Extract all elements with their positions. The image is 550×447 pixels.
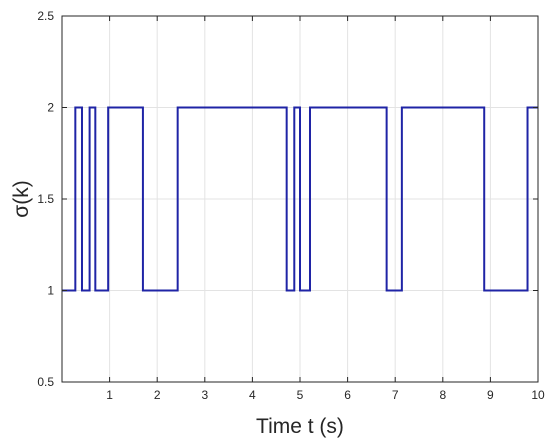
x-tick-label: 2 — [154, 388, 161, 402]
x-ticks: 1 2 3 4 5 6 7 8 9 10 — [106, 16, 545, 402]
x-tick-label: 9 — [487, 388, 494, 402]
sigma-series-line — [62, 106, 538, 292]
y-tick-label: 0.5 — [37, 375, 54, 389]
y-tick-label: 1 — [47, 284, 54, 298]
y-tick-label: 2.5 — [37, 9, 54, 23]
x-axis-label: Time t (s) — [256, 415, 344, 438]
y-ticks: 0.5 1 1.5 2 2.5 — [37, 9, 538, 389]
x-tick-label: 8 — [439, 388, 446, 402]
y-tick-label: 1.5 — [37, 192, 54, 206]
x-tick-label: 10 — [531, 388, 545, 402]
y-tick-label: 2 — [47, 101, 54, 115]
x-tick-label: 5 — [297, 388, 304, 402]
y-axis-label: σ(k) — [10, 180, 33, 217]
x-tick-label: 6 — [344, 388, 351, 402]
x-tick-label: 1 — [106, 388, 113, 402]
x-tick-label: 7 — [392, 388, 399, 402]
x-tick-label: 3 — [201, 388, 208, 402]
x-tick-label: 4 — [249, 388, 256, 402]
line-layer — [62, 106, 538, 292]
